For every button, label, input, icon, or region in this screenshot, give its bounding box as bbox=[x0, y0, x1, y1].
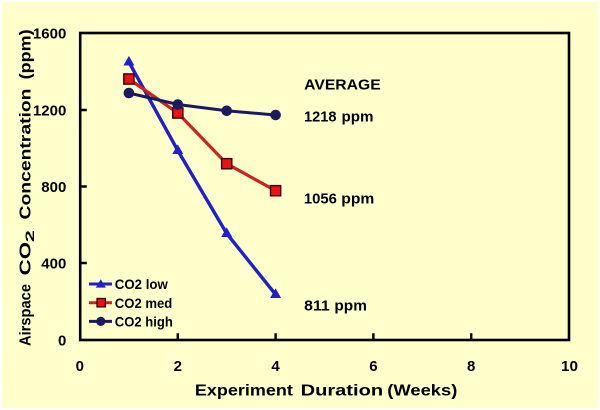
svg-text:811: 811 bbox=[304, 298, 330, 314]
svg-text:800: 800 bbox=[41, 179, 66, 196]
svg-text:Experiment: Experiment bbox=[195, 382, 294, 399]
svg-text:ppm: ppm bbox=[341, 192, 374, 208]
svg-text:CO2 med: CO2 med bbox=[115, 296, 173, 311]
svg-text:CO2 low: CO2 low bbox=[115, 277, 168, 292]
svg-text:2: 2 bbox=[174, 358, 182, 375]
svg-text:1056: 1056 bbox=[304, 192, 337, 208]
svg-text:400: 400 bbox=[41, 255, 66, 272]
svg-text:0: 0 bbox=[58, 332, 66, 349]
svg-text:(Weeks): (Weeks) bbox=[387, 382, 457, 399]
svg-text:CO2 high: CO2 high bbox=[115, 315, 173, 330]
svg-text:0: 0 bbox=[76, 358, 84, 375]
svg-text:Concentration: Concentration bbox=[18, 89, 35, 220]
svg-text:CO: CO bbox=[18, 242, 35, 276]
svg-text:6: 6 bbox=[369, 358, 377, 375]
svg-text:8: 8 bbox=[467, 358, 475, 375]
svg-text:1200: 1200 bbox=[33, 102, 66, 119]
svg-text:Duration: Duration bbox=[301, 382, 384, 399]
svg-text:4: 4 bbox=[271, 358, 280, 375]
svg-text:1600: 1600 bbox=[33, 25, 66, 42]
svg-text:1218: 1218 bbox=[304, 110, 337, 126]
svg-text:2: 2 bbox=[23, 230, 37, 243]
svg-text:ppm: ppm bbox=[334, 298, 367, 314]
svg-text:10: 10 bbox=[561, 358, 578, 375]
svg-text:(ppm): (ppm) bbox=[18, 29, 35, 79]
svg-text:AVERAGE: AVERAGE bbox=[304, 78, 381, 94]
svg-text:Airspace: Airspace bbox=[18, 284, 35, 346]
svg-text:ppm: ppm bbox=[342, 110, 374, 126]
